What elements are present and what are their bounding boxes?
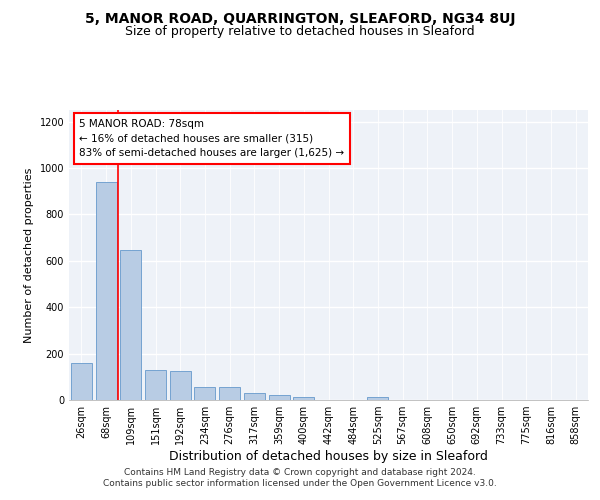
Bar bbox=[120, 250, 141, 400]
Bar bbox=[367, 396, 388, 400]
Bar bbox=[145, 370, 166, 400]
Text: 5, MANOR ROAD, QUARRINGTON, SLEAFORD, NG34 8UJ: 5, MANOR ROAD, QUARRINGTON, SLEAFORD, NG… bbox=[85, 12, 515, 26]
Bar bbox=[269, 396, 290, 400]
Bar bbox=[95, 182, 116, 400]
Bar bbox=[194, 386, 215, 400]
Y-axis label: Number of detached properties: Number of detached properties bbox=[24, 168, 34, 342]
Bar bbox=[170, 371, 191, 400]
Bar bbox=[244, 393, 265, 400]
Text: 5 MANOR ROAD: 78sqm
← 16% of detached houses are smaller (315)
83% of semi-detac: 5 MANOR ROAD: 78sqm ← 16% of detached ho… bbox=[79, 118, 344, 158]
Text: Size of property relative to detached houses in Sleaford: Size of property relative to detached ho… bbox=[125, 25, 475, 38]
Bar bbox=[219, 387, 240, 400]
Bar bbox=[293, 397, 314, 400]
X-axis label: Distribution of detached houses by size in Sleaford: Distribution of detached houses by size … bbox=[169, 450, 488, 463]
Text: Contains HM Land Registry data © Crown copyright and database right 2024.
Contai: Contains HM Land Registry data © Crown c… bbox=[103, 468, 497, 487]
Bar bbox=[71, 364, 92, 400]
